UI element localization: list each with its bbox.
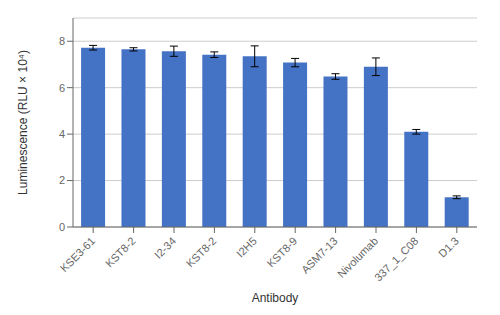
- svg-text:D1.3: D1.3: [436, 235, 461, 260]
- svg-text:I2H5: I2H5: [234, 235, 259, 260]
- svg-text:KST8-2: KST8-2: [103, 235, 138, 270]
- svg-text:KST8-9: KST8-9: [264, 235, 299, 270]
- svg-text:I2-34: I2-34: [152, 235, 178, 261]
- svg-text:2: 2: [59, 174, 65, 186]
- svg-text:KSE3-61: KSE3-61: [58, 235, 98, 275]
- svg-text:Antibody: Antibody: [252, 291, 299, 305]
- svg-text:4: 4: [59, 128, 65, 140]
- svg-text:337_1_C08: 337_1_C08: [372, 235, 421, 284]
- svg-text:8: 8: [59, 35, 65, 47]
- svg-text:6: 6: [59, 82, 65, 94]
- svg-text:KST8-2: KST8-2: [184, 235, 219, 270]
- svg-text:0: 0: [59, 221, 65, 233]
- svg-text:Luminescence (RLU × 10⁴): Luminescence (RLU × 10⁴): [16, 50, 30, 195]
- svg-text:ASM7-13: ASM7-13: [299, 235, 340, 276]
- svg-text:Nivolumab: Nivolumab: [334, 234, 381, 280]
